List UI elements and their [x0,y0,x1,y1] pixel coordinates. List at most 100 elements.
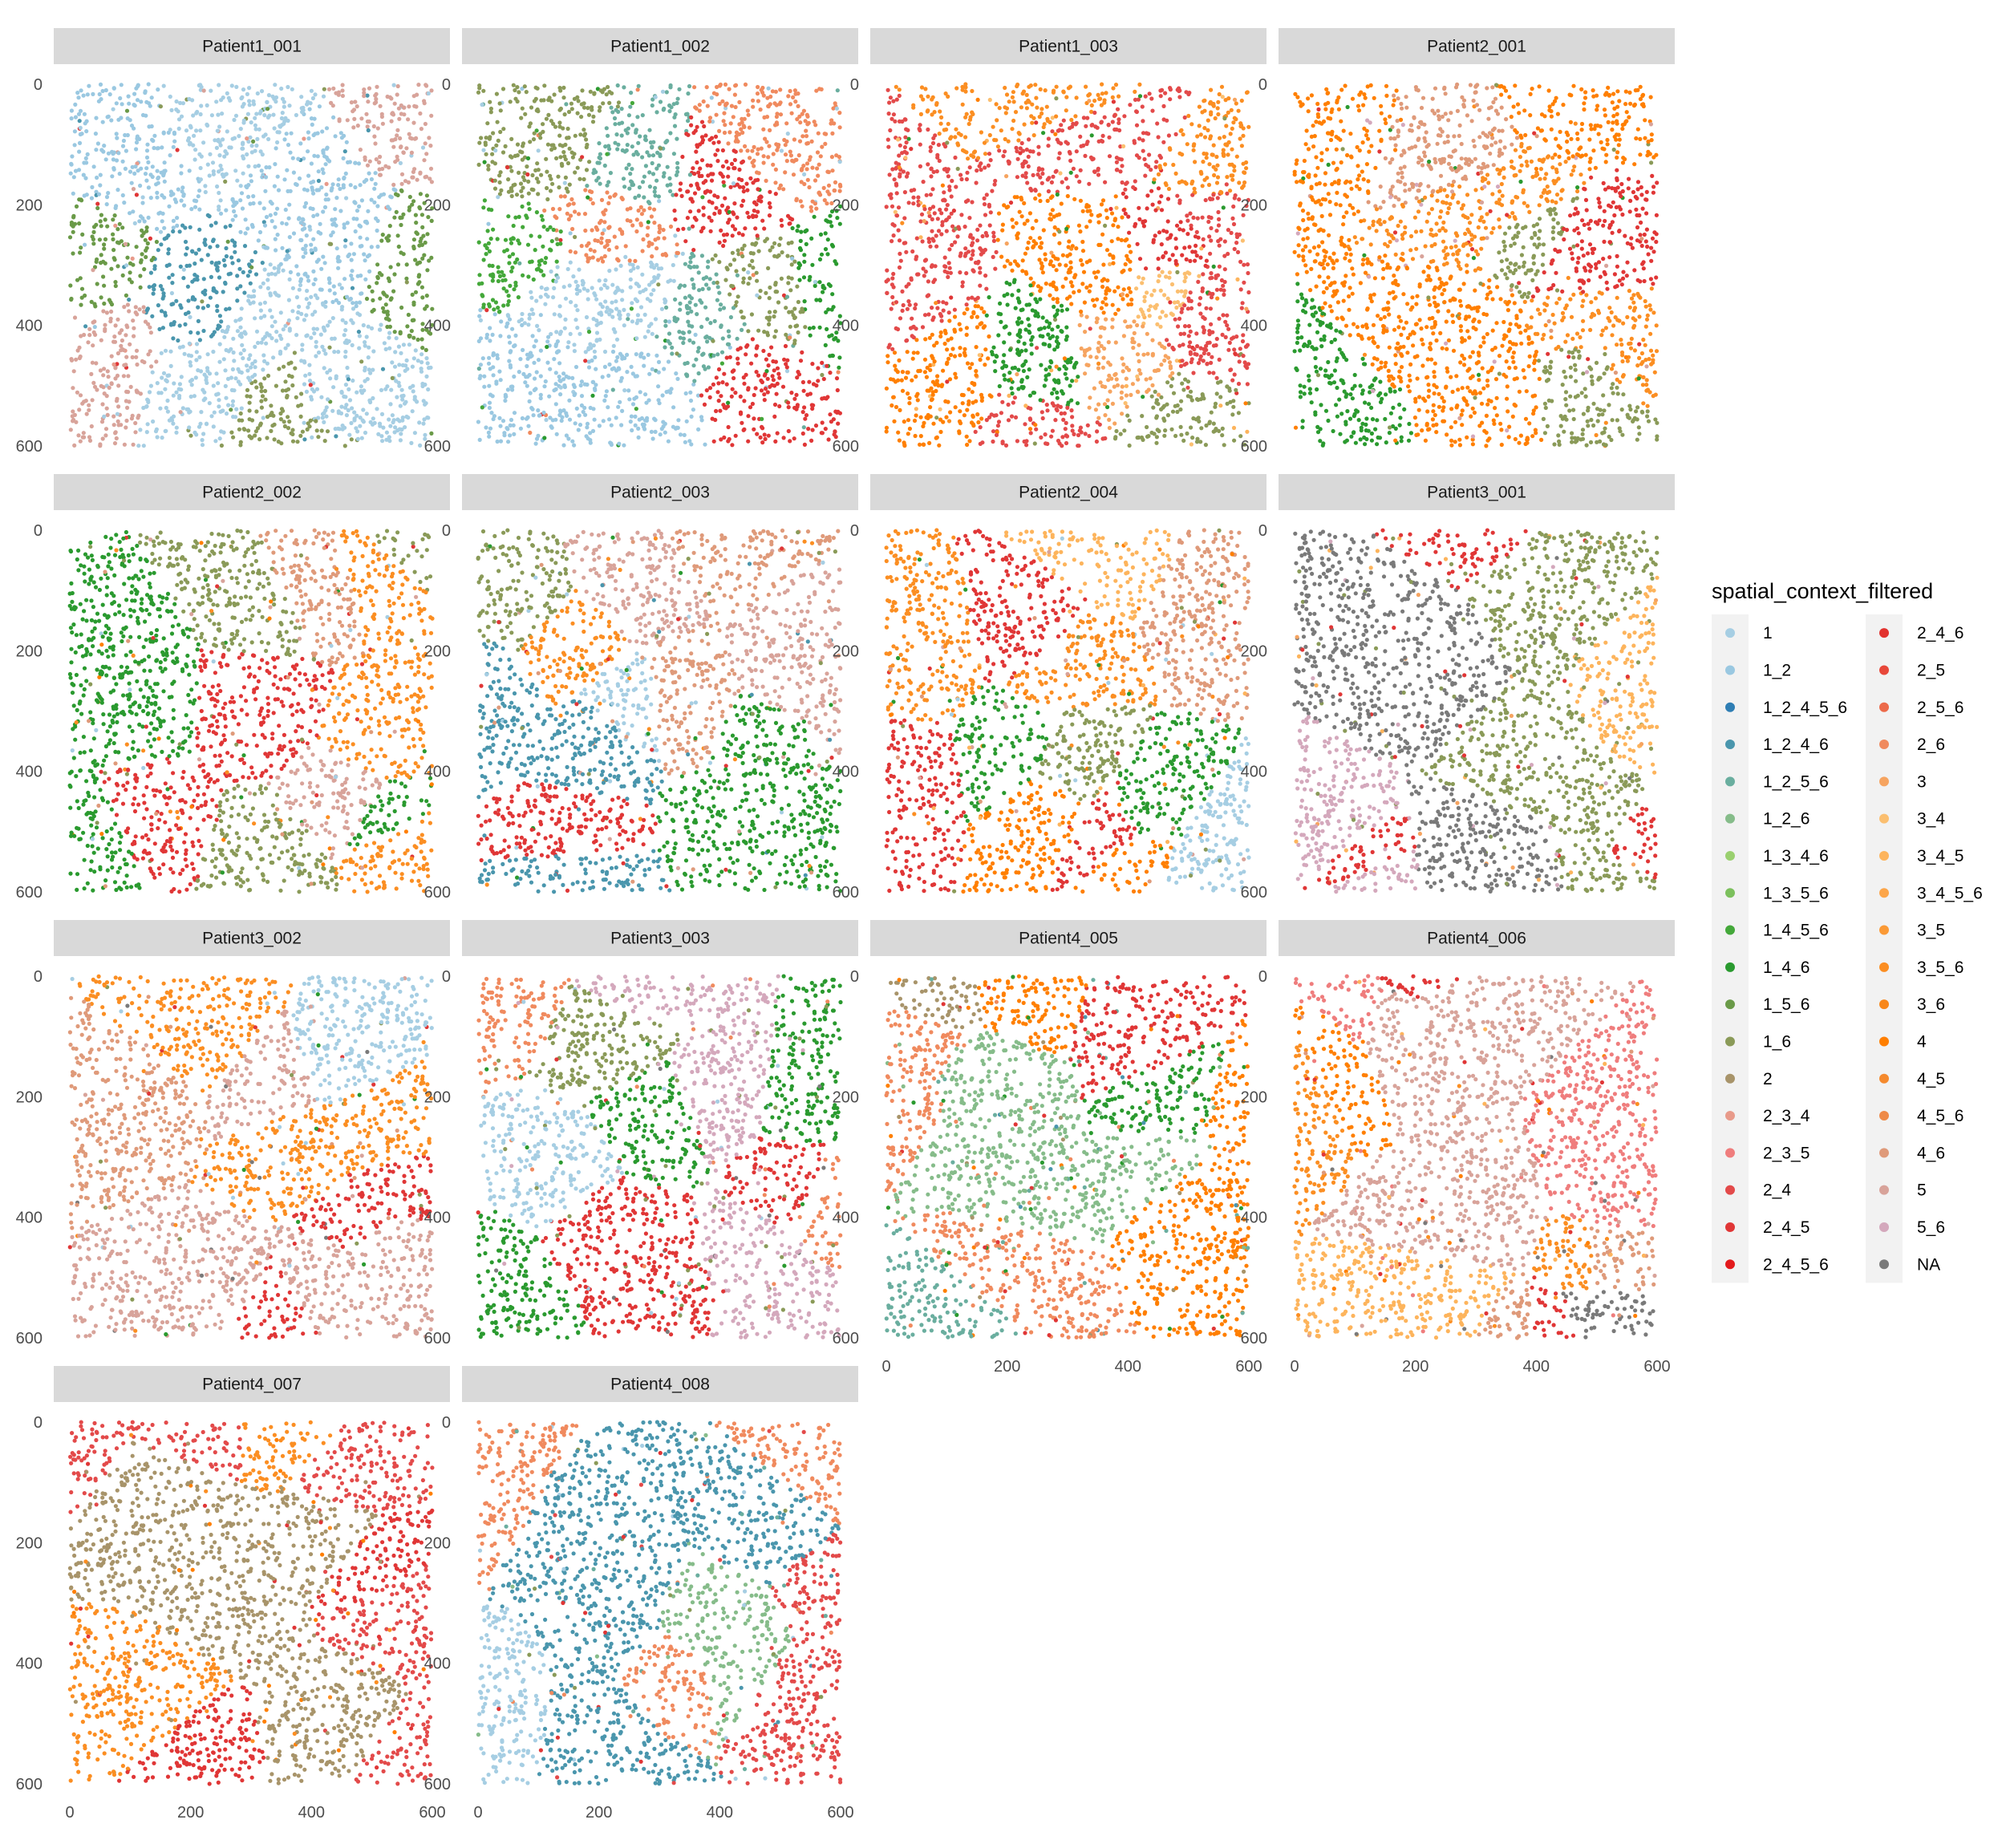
data-point [310,95,315,101]
data-point [427,330,432,335]
data-point [598,302,603,306]
data-point [163,428,168,434]
data-point [505,387,511,392]
data-point [788,324,792,329]
data-point [642,195,646,200]
data-point [168,153,172,158]
data-point [715,280,719,285]
data-point [675,100,679,106]
data-point [941,308,946,313]
data-point [262,314,267,318]
data-point [148,330,153,335]
data-point [543,286,549,292]
data-point [811,382,817,387]
data-point [799,229,804,234]
data-point [1165,296,1170,301]
data-point [111,237,116,241]
data-point [826,183,832,188]
data-point [380,439,385,444]
data-point [188,314,192,319]
data-point [618,263,623,268]
data-point [488,326,492,330]
data-point [799,168,804,172]
data-point [614,107,618,112]
data-point [104,310,109,315]
data-point [719,302,723,307]
data-point [321,254,326,259]
data-point [146,185,151,190]
data-point [270,336,274,341]
data-point [604,389,610,394]
data-point [691,248,696,253]
data-point [158,284,163,289]
data-point [285,168,290,172]
data-point [1009,386,1014,391]
data-point [598,221,602,225]
data-point [658,146,663,151]
data-point [306,130,310,135]
data-point [215,308,220,314]
data-point [798,310,803,314]
data-point [111,217,116,222]
data-point [141,231,146,236]
data-point [135,134,140,139]
data-point [790,158,795,163]
data-point [582,133,587,138]
data-point [568,260,573,265]
data-point [279,116,284,121]
data-point [85,152,90,156]
data-point [359,198,364,203]
data-point [298,237,303,242]
data-point [574,406,579,411]
data-point [302,437,307,442]
data-point [196,305,201,310]
data-point [91,330,96,334]
data-point [694,357,699,362]
data-point [311,282,316,286]
data-point [410,202,415,207]
data-point [808,155,813,160]
data-point [179,164,184,168]
data-point [366,209,371,213]
data-point [307,379,313,383]
data-point [1194,229,1199,234]
data-point [247,400,252,405]
data-point [81,431,86,436]
data-point [511,236,516,241]
data-point [772,402,778,407]
data-point [224,253,229,259]
data-point [689,123,694,128]
data-point [768,128,772,132]
data-point [647,371,652,376]
data-point [194,358,199,363]
data-point [331,385,336,390]
data-point [1064,325,1069,330]
data-point [625,143,630,148]
data-point [79,334,83,338]
data-point [489,208,494,213]
data-point [182,203,187,208]
data-point [490,160,495,164]
data-point [375,407,379,411]
data-point [751,265,756,270]
data-point [565,160,571,166]
data-point [931,421,936,426]
data-point [95,175,99,180]
data-point [668,188,673,193]
data-point [167,262,172,267]
data-point [130,355,135,359]
data-point [946,356,951,361]
data-point [148,196,153,201]
data-point [255,136,260,141]
data-point [245,394,249,399]
data-point [636,193,642,198]
data-point [646,244,651,249]
data-point [938,121,943,126]
data-point [336,411,341,415]
data-point [176,126,181,131]
data-point [692,172,697,176]
data-point [477,140,482,145]
data-point [676,418,681,423]
data-point [594,338,599,343]
